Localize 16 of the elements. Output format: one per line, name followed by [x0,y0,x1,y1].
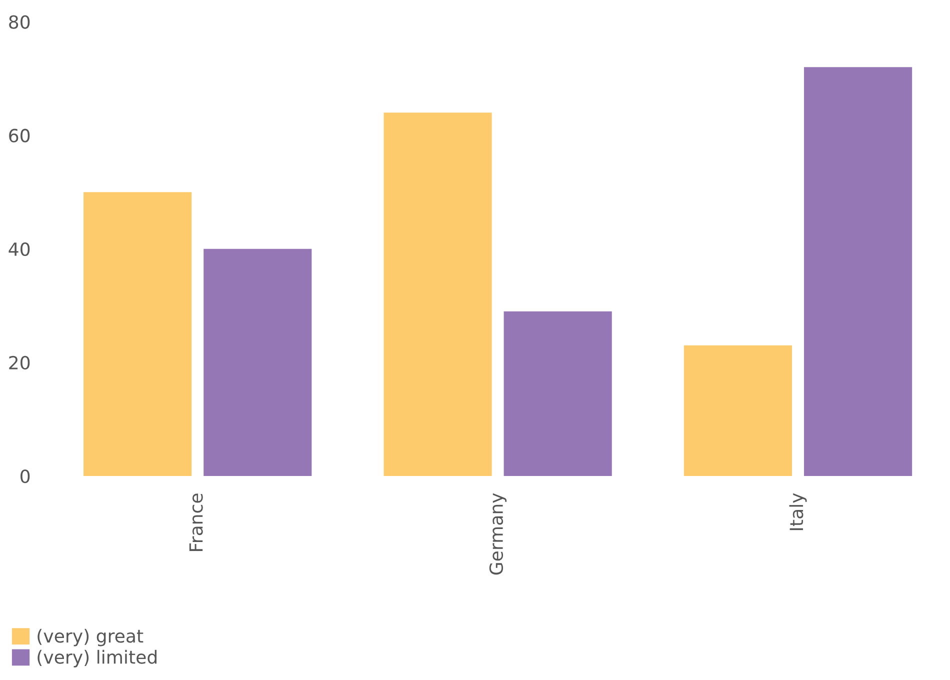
y-tick-label: 60 [9,128,30,142]
legend-label: (very) great [38,628,144,646]
y-tick-label: 40 [8,242,30,256]
x-tick-label: Germany [489,493,507,575]
bar [684,345,792,476]
x-tick-label: France [189,494,203,551]
bar [504,311,612,476]
bar [384,112,492,476]
legend-label: (very) limited [38,650,156,668]
y-tick-label: 0 [20,469,30,484]
x-tick-label: Italy [789,493,807,530]
bar [804,67,912,476]
y-tick-label: 20 [9,356,30,370]
bar [84,192,192,476]
y-tick-label: 80 [9,15,30,29]
bar [204,248,312,476]
